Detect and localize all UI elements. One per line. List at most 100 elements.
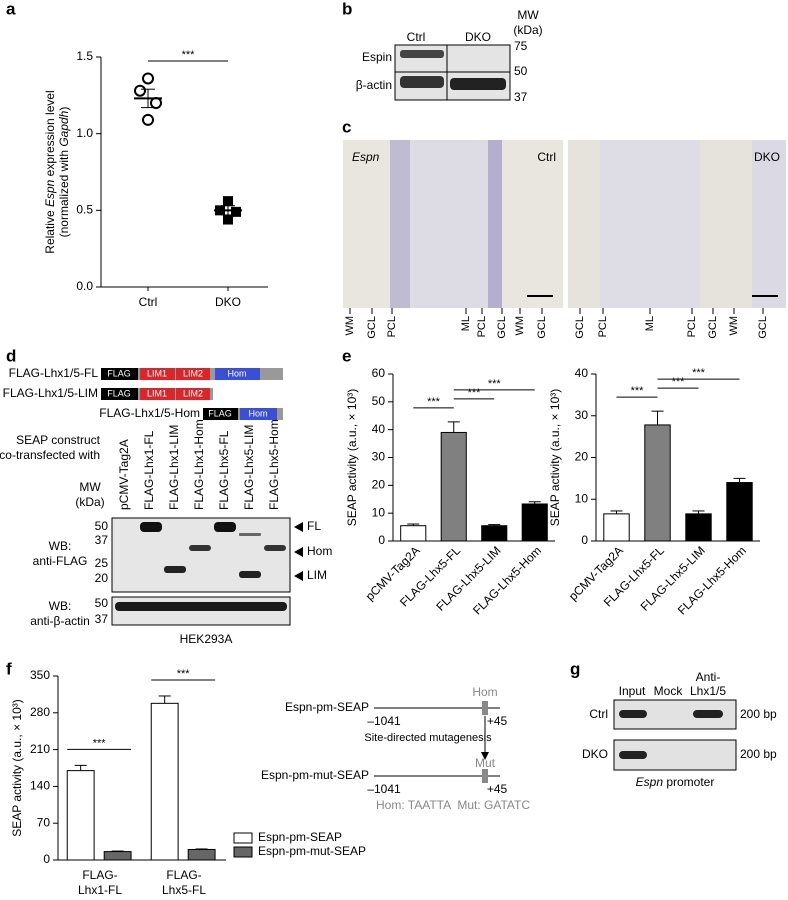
lane-label: pCMV-Tag2A <box>117 439 131 510</box>
x-tick-label-line: FLAG- <box>166 868 201 882</box>
domain-label: FLAG <box>107 388 131 398</box>
lane-label: Ctrl <box>407 30 426 44</box>
data-point <box>223 196 233 207</box>
band-label: Hom <box>307 544 332 558</box>
panel-label: e <box>342 346 351 365</box>
band <box>239 571 261 578</box>
lane-label: FLAG-Lhx5-Hom <box>267 419 281 510</box>
wb-label: anti-FLAG <box>33 554 88 568</box>
y-tick-label: 10 <box>372 505 386 519</box>
data-point <box>231 206 241 217</box>
significance-label: *** <box>692 367 706 379</box>
layer-label: WM <box>344 316 356 336</box>
seap-label: SEAP construct <box>16 433 100 447</box>
position-label: –1041 <box>367 714 401 728</box>
panel-c: Espn Ctrl DKO WM GCL PCL ML PCL GCL WM GCL GCL PC… <box>343 140 786 339</box>
cell-line: HEK293A <box>180 632 233 646</box>
mw-label: 75 <box>514 39 528 53</box>
mw-title: MW <box>79 480 101 494</box>
x-tick-label: DKO <box>215 295 241 309</box>
construct-label: FLAG-Lhx1/5-LIM <box>3 386 98 400</box>
layer-label: ML <box>644 316 656 331</box>
band <box>164 566 186 573</box>
data-point <box>142 113 154 126</box>
domain-label: LIM2 <box>183 388 203 398</box>
y-tick-label: 350 <box>30 668 50 682</box>
caption-part: Espn <box>636 775 664 789</box>
position-label: +45 <box>487 782 508 796</box>
mw-title: (kDa) <box>75 495 104 509</box>
significance-label: *** <box>631 385 645 397</box>
domain <box>240 408 277 420</box>
purkinje-layer <box>488 140 502 308</box>
domain-label: LIM2 <box>183 368 203 378</box>
band <box>239 533 261 536</box>
domain <box>203 408 238 420</box>
panel-d: FLAG-Lhx1/5-FL FLAG-Lhx1/5-LIM FLAG-Lhx1… <box>0 366 332 646</box>
construct-label: FLAG-Lhx1/5-Hom <box>99 406 200 420</box>
y-tick-label: 30 <box>575 408 589 422</box>
data-point <box>150 97 162 109</box>
layer-label: PCL <box>386 316 398 337</box>
sequence-label: Mut: GATATC <box>457 798 530 812</box>
y-axis-label-part: Espn <box>43 179 57 207</box>
y-tick-label: 140 <box>30 779 50 793</box>
lane-label: Anti- <box>696 670 721 684</box>
x-tick-label-line: FLAG- <box>82 868 117 882</box>
panel-label: b <box>342 0 352 18</box>
bar <box>400 525 427 542</box>
legend-swatch <box>233 832 253 844</box>
domain <box>101 388 138 400</box>
mutagenesis-diagram: Espn-pm-SEAP Hom –1041 +45 Site-directed… <box>261 685 530 812</box>
blot <box>111 517 291 593</box>
bar <box>644 424 671 542</box>
step-label: Site-directed mutagenesis <box>364 732 492 744</box>
panel-label: d <box>6 346 16 365</box>
mw-label: 37 <box>95 612 109 626</box>
y-tick-label: 0.5 <box>76 203 93 217</box>
significance-label: *** <box>468 387 482 399</box>
wb-label: WB: <box>49 599 72 613</box>
y-tick-label: 30 <box>372 450 386 464</box>
layer-label: PCL <box>686 316 698 337</box>
panel-label: g <box>570 659 580 678</box>
domain-label: LIM1 <box>147 368 167 378</box>
mw-label: 37 <box>514 90 528 104</box>
site <box>482 701 488 715</box>
mw-label: 20 <box>95 571 109 585</box>
layer-label: GCL <box>707 316 719 339</box>
y-axis-label-part: ) <box>57 107 71 111</box>
lane-label: FLAG-Lhx5-FL <box>217 430 231 510</box>
domain <box>215 368 260 380</box>
panel-g: Input Mock Anti- Lhx1/5 Ctrl DKO 200 bp … <box>582 670 777 789</box>
granule-layer <box>752 140 786 308</box>
lane-labels: pCMV-Tag2A FLAG-Lhx1-FL FLAG-Lhx1-LIM FLAG-… <box>117 419 281 510</box>
sequence-label: Hom: TAATTA <box>376 798 451 812</box>
condition-label: Ctrl <box>537 150 556 164</box>
band <box>450 78 506 90</box>
y-axis-label-part: Relative <box>43 207 57 254</box>
layer-label: PCL <box>597 316 609 337</box>
domain <box>176 388 210 400</box>
bar <box>603 513 630 542</box>
row-label: DKO <box>582 747 608 761</box>
lane-label: FLAG-Lhx1-FL <box>142 430 156 510</box>
bar <box>726 482 753 542</box>
y-tick-label: 1.5 <box>76 49 93 63</box>
x-tick-label: FLAG-Lhx5-Hom <box>470 543 544 617</box>
domain-label: FLAG <box>107 368 131 378</box>
bar <box>440 431 467 542</box>
lane-label: FLAG-Lhx5-LIM <box>242 425 256 510</box>
domain <box>140 368 175 380</box>
y-axis-label: SEAP activity (a.u., × 10³) <box>10 699 24 837</box>
position-label: +45 <box>487 714 508 728</box>
gene-label: Espn <box>352 150 380 164</box>
purkinje-layer <box>390 140 410 308</box>
domain <box>176 368 210 380</box>
y-axis-label-part: Gapdh <box>57 110 71 146</box>
lane-label: DKO <box>465 30 491 44</box>
arrowhead <box>294 547 303 557</box>
domain <box>140 388 175 400</box>
condition-label: DKO <box>754 150 780 164</box>
